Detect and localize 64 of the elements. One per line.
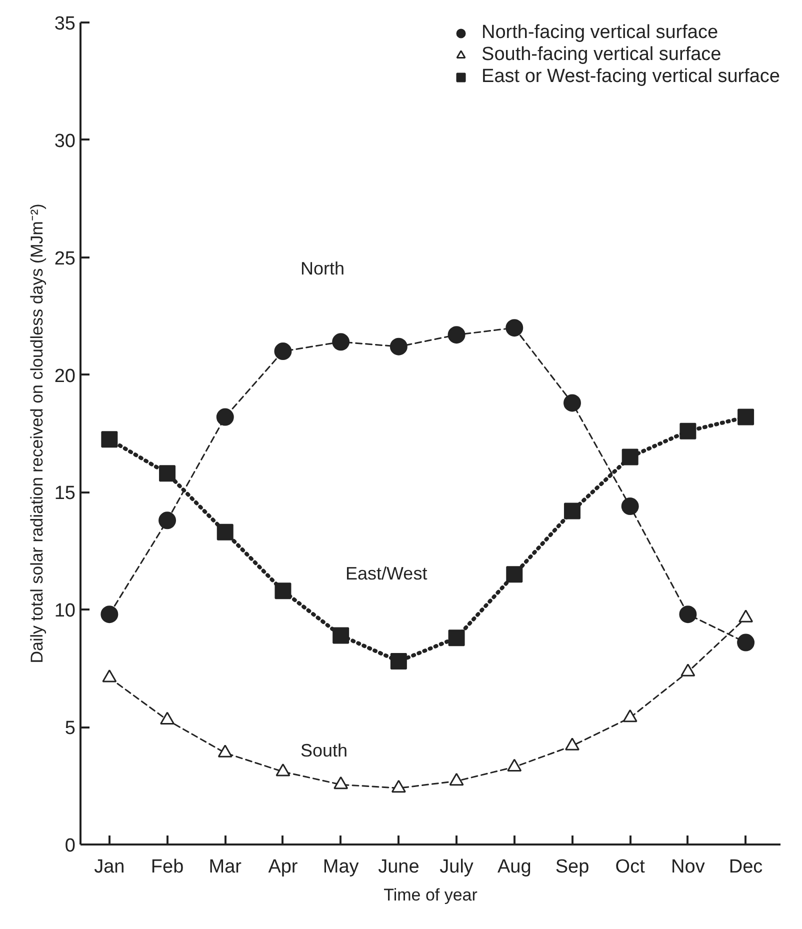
point [158,512,176,530]
y-tick-label: 35 [54,14,76,34]
point [564,738,580,750]
y-tick-label: 15 [54,483,76,504]
x-tick-label: May [322,856,360,878]
y-tick-label: 20 [54,366,76,387]
x-tick-label: Feb [150,856,184,878]
point [159,465,176,482]
x-tick-label: Sep [555,856,590,878]
x-axis-title: Time of year [384,886,478,904]
x-tick-label: June [378,856,420,878]
point [680,422,696,440]
legend-label: North-facing vertical surface [482,22,718,44]
legend-label: East or West-facing vertical surface [482,66,780,88]
x-tick-label: Aug [497,856,532,878]
point [738,610,754,622]
point [622,448,638,466]
point [621,498,639,516]
x-tick-label: Jan [94,856,125,878]
point [274,342,292,360]
x-tick-label: Nov [671,856,706,878]
point [332,333,350,351]
y-tick-label: 30 [54,130,76,152]
point [216,524,234,540]
y-tick-label: 10 [54,600,76,622]
y-tick-label: 5 [64,718,76,740]
x-tick-label: Dec [728,856,763,878]
point [448,326,466,344]
x-tick-label: Mar [208,856,242,878]
point [100,606,118,624]
point [507,758,522,772]
y-tick-label: 0 [64,836,76,856]
point [332,627,350,644]
annotation: East/West [346,564,428,584]
point [738,408,754,426]
annotation: South [300,740,348,760]
y-axis-title: Daily total solar radiation received on cloudless days (MJm⁻²) [27,204,46,664]
x-tick-label: Oct [615,856,646,878]
point [564,502,580,520]
point [101,431,118,448]
point [737,634,755,652]
point [448,630,465,646]
x-tick-label: Apr [268,856,298,878]
point [276,763,290,776]
point [622,709,638,722]
legend-label: South-facing vertical surface [482,44,722,66]
point [680,664,696,676]
point [160,712,175,725]
point [218,744,232,758]
point [216,408,234,426]
point [102,669,117,682]
point [390,653,407,670]
point [390,338,408,356]
point [679,606,697,624]
annotation: North [300,258,345,278]
point [563,394,581,412]
point [274,582,292,600]
point [449,772,464,786]
point [391,780,406,793]
point [506,566,523,583]
point [506,319,524,337]
point [334,776,348,790]
x-tick-label: July [440,856,474,878]
y-tick-label: 25 [54,248,76,270]
